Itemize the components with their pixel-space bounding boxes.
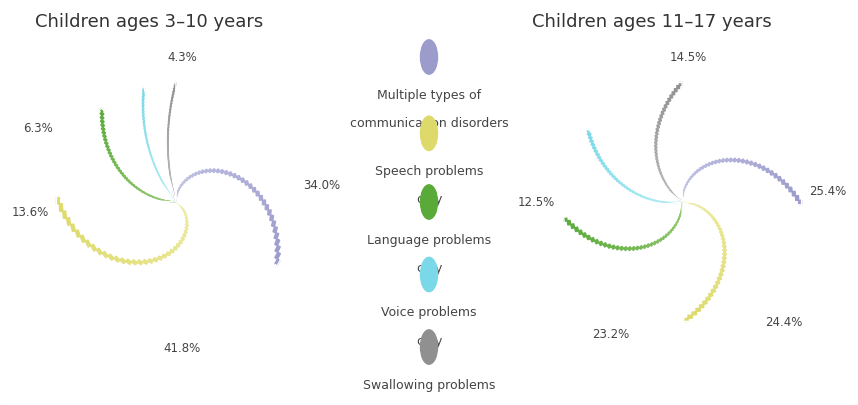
Wedge shape: [271, 221, 275, 227]
Wedge shape: [671, 192, 674, 194]
Wedge shape: [657, 126, 660, 129]
Wedge shape: [124, 177, 128, 180]
Wedge shape: [624, 247, 628, 251]
Circle shape: [420, 40, 438, 75]
Wedge shape: [273, 227, 277, 233]
Wedge shape: [677, 220, 679, 223]
Wedge shape: [186, 178, 188, 181]
Wedge shape: [148, 146, 149, 149]
Wedge shape: [660, 115, 662, 119]
Wedge shape: [684, 188, 685, 191]
Wedge shape: [653, 242, 656, 245]
Wedge shape: [656, 156, 658, 159]
Wedge shape: [144, 131, 146, 134]
Wedge shape: [668, 232, 669, 236]
Wedge shape: [722, 249, 727, 253]
Wedge shape: [212, 169, 216, 173]
Wedge shape: [605, 168, 608, 171]
Wedge shape: [589, 140, 594, 144]
Wedge shape: [240, 179, 245, 183]
Wedge shape: [122, 175, 125, 177]
Wedge shape: [142, 110, 144, 113]
Wedge shape: [692, 175, 694, 178]
Wedge shape: [178, 204, 181, 206]
Wedge shape: [144, 128, 146, 131]
Wedge shape: [719, 231, 723, 234]
Text: communication disorders: communication disorders: [350, 117, 508, 130]
Wedge shape: [624, 187, 627, 189]
Wedge shape: [704, 210, 708, 212]
Wedge shape: [185, 220, 188, 224]
Wedge shape: [170, 250, 173, 253]
Wedge shape: [245, 181, 249, 186]
Wedge shape: [57, 196, 59, 205]
Wedge shape: [722, 256, 727, 260]
Wedge shape: [714, 161, 717, 164]
Wedge shape: [167, 190, 169, 193]
Wedge shape: [594, 150, 598, 153]
Wedge shape: [173, 247, 177, 250]
Wedge shape: [191, 174, 194, 178]
Wedge shape: [722, 253, 727, 256]
Wedge shape: [208, 169, 212, 173]
Wedge shape: [182, 183, 184, 186]
Wedge shape: [636, 247, 639, 250]
Wedge shape: [703, 301, 707, 305]
Wedge shape: [719, 273, 723, 277]
Wedge shape: [587, 236, 590, 240]
Wedge shape: [154, 164, 155, 166]
Wedge shape: [157, 172, 159, 175]
Text: 23.2%: 23.2%: [592, 327, 629, 340]
Wedge shape: [155, 198, 159, 199]
Wedge shape: [228, 173, 233, 177]
Wedge shape: [100, 117, 104, 120]
Wedge shape: [127, 180, 130, 182]
Circle shape: [420, 330, 438, 364]
Text: Language problems: Language problems: [367, 233, 491, 246]
Wedge shape: [652, 200, 656, 201]
Wedge shape: [675, 223, 677, 226]
Wedge shape: [274, 233, 279, 239]
Wedge shape: [662, 179, 665, 182]
Wedge shape: [268, 210, 271, 215]
Wedge shape: [114, 257, 120, 262]
Text: only: only: [416, 193, 442, 206]
Wedge shape: [597, 157, 601, 160]
Wedge shape: [171, 195, 172, 198]
Wedge shape: [185, 217, 188, 220]
Wedge shape: [709, 214, 712, 217]
Wedge shape: [100, 109, 104, 113]
Wedge shape: [728, 159, 733, 162]
Wedge shape: [142, 260, 148, 264]
Wedge shape: [619, 247, 624, 251]
Wedge shape: [656, 132, 658, 136]
Wedge shape: [774, 174, 777, 179]
Wedge shape: [76, 230, 81, 238]
Wedge shape: [153, 258, 158, 262]
Wedge shape: [178, 188, 180, 191]
Wedge shape: [664, 182, 667, 185]
Wedge shape: [641, 196, 644, 198]
Wedge shape: [706, 297, 710, 301]
Wedge shape: [96, 249, 102, 255]
Wedge shape: [656, 162, 659, 165]
Wedge shape: [711, 217, 715, 219]
Wedge shape: [722, 260, 726, 264]
Wedge shape: [102, 252, 108, 258]
Wedge shape: [684, 319, 688, 322]
Wedge shape: [256, 192, 259, 196]
Wedge shape: [670, 96, 673, 99]
Wedge shape: [697, 206, 699, 207]
Wedge shape: [795, 196, 799, 201]
Wedge shape: [619, 183, 622, 185]
Wedge shape: [718, 228, 722, 231]
Wedge shape: [599, 242, 603, 246]
Wedge shape: [688, 203, 691, 204]
Wedge shape: [701, 166, 704, 170]
Wedge shape: [101, 128, 105, 132]
Wedge shape: [655, 152, 657, 156]
Wedge shape: [224, 171, 228, 175]
Wedge shape: [142, 113, 144, 116]
Wedge shape: [590, 238, 595, 242]
